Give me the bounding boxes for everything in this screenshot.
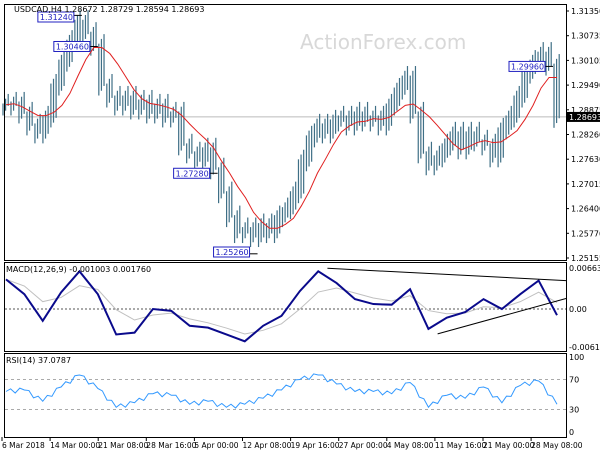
macd-tick-label: 0.006639 [569, 264, 600, 273]
price-annotation-label: 1.29960 [511, 62, 544, 71]
time-tick-label: 27 Apr 00:00 [339, 441, 388, 450]
moving-average-line [5, 47, 558, 229]
time-tick-label: 4 May 08:00 [387, 441, 434, 450]
price-annotation-label: 1.31240 [40, 13, 73, 22]
price-tick-label: 1.26400 [571, 205, 600, 214]
price-annotation-box [508, 60, 546, 72]
price-annotation-label: 1.25260 [216, 248, 249, 257]
time-tick-label: 5 Apr 00:00 [194, 441, 238, 450]
time-tick-label: 21 May 00:00 [483, 441, 535, 450]
price-annotation-label: 1.30460 [56, 42, 89, 51]
price-annotation-box [173, 167, 211, 179]
symbol-header: USDCAD,H4 1.28672 1.28729 1.28594 1.2869… [14, 5, 204, 14]
time-tick-label: 21 Mar 08:00 [98, 441, 148, 450]
time-tick-label: 11 May 16:00 [435, 441, 487, 450]
macd-trendline [327, 267, 567, 282]
macd-trendline [437, 298, 567, 335]
price-tick-label: 1.30735 [571, 32, 600, 41]
price-annotation-box [53, 40, 91, 52]
rsi-tick-label: 0 [569, 428, 574, 437]
macd-title: MACD(12,26,9) -0.001003 0.001760 [6, 265, 151, 274]
macd-tick-label: -0.006114 [569, 343, 600, 352]
price-tick-label: 1.29490 [571, 81, 600, 90]
rsi-tick-label: 30 [569, 406, 579, 415]
price-annotation-label: 1.27280 [176, 169, 209, 178]
price-annotation-box [213, 246, 251, 258]
macd-line [5, 269, 558, 343]
price-tick-label: 1.25770 [571, 229, 600, 238]
rsi-tick-label: 100 [569, 353, 584, 362]
rsi-line [5, 373, 558, 409]
price-tick-label: 1.28260 [571, 131, 600, 140]
time-tick-label: 14 Mar 00:00 [50, 441, 100, 450]
rsi-title: RSI(14) 37.0787 [6, 356, 71, 365]
price-tick-label: 1.28875 [571, 106, 600, 115]
time-tick-label: 19 Apr 16:00 [291, 441, 340, 450]
current-price-badge [567, 111, 600, 122]
time-tick-label: 6 Mar 2018 [2, 441, 45, 450]
price-annotation-box [37, 11, 75, 23]
current-price-label: 1.28693 [569, 113, 600, 122]
macd-panel [4, 262, 567, 352]
macd-tick-label: 0.00 [569, 305, 587, 314]
time-tick-label: 12 Apr 08:00 [243, 441, 292, 450]
price-panel [4, 4, 567, 261]
time-tick-label: 28 May 08:00 [531, 441, 583, 450]
watermark: ActionForex.com [300, 30, 466, 54]
time-tick-label: 28 Mar 16:00 [146, 441, 196, 450]
rsi-tick-label: 70 [569, 376, 579, 385]
price-tick-label: 1.27630 [571, 155, 600, 164]
price-tick-label: 1.27015 [571, 180, 600, 189]
price-tick-label: 1.30105 [571, 56, 600, 65]
rsi-panel [4, 353, 567, 438]
price-tick-label: 1.25155 [571, 254, 600, 263]
price-tick-label: 1.31350 [571, 7, 600, 16]
